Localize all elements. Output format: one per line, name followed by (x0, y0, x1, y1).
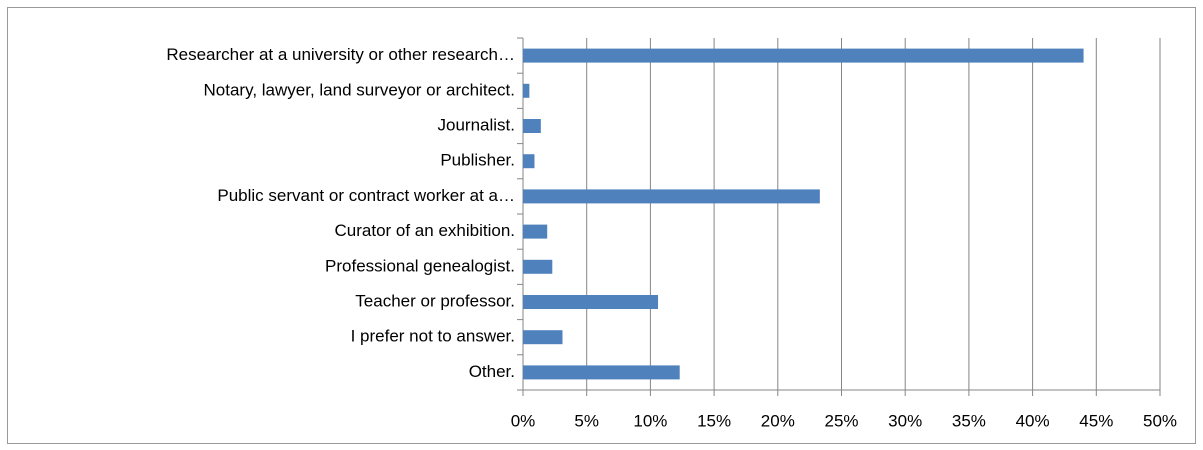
y-tick-label: Publisher. (440, 151, 515, 170)
y-tick-label: Journalist. (438, 115, 515, 134)
y-tick-label: Researcher at a university or other rese… (166, 45, 515, 64)
bar (523, 119, 541, 133)
y-tick-label: Teacher or professor. (355, 291, 515, 310)
x-tick-label: 20% (761, 411, 795, 430)
bar (523, 224, 548, 239)
x-tick-label: 25% (824, 411, 858, 430)
bar (523, 48, 1084, 63)
x-tick-label: 0% (511, 411, 536, 430)
y-tick-label: Professional genealogist. (325, 256, 515, 275)
bar (523, 259, 553, 274)
x-tick-label: 30% (888, 411, 922, 430)
y-tick-label: Curator of an exhibition. (335, 221, 516, 240)
x-tick-label: 5% (574, 411, 599, 430)
x-tick-label: 45% (1079, 411, 1113, 430)
bar (523, 295, 659, 309)
bar (523, 83, 530, 98)
y-tick-label: Other. (469, 362, 515, 381)
bar (523, 365, 680, 380)
bar (523, 330, 563, 345)
y-tick-label: Public servant or contract worker at a… (217, 186, 515, 205)
x-tick-label: 40% (1016, 411, 1050, 430)
x-tick-label: 35% (952, 411, 986, 430)
y-tick-label: Notary, lawyer, land surveyor or archite… (204, 80, 515, 99)
x-tick-label: 15% (697, 411, 731, 430)
bar (523, 154, 535, 169)
y-tick-label: I prefer not to answer. (351, 327, 515, 346)
bar (523, 189, 820, 204)
x-tick-label: 50% (1143, 411, 1177, 430)
x-tick-label: 10% (633, 411, 667, 430)
